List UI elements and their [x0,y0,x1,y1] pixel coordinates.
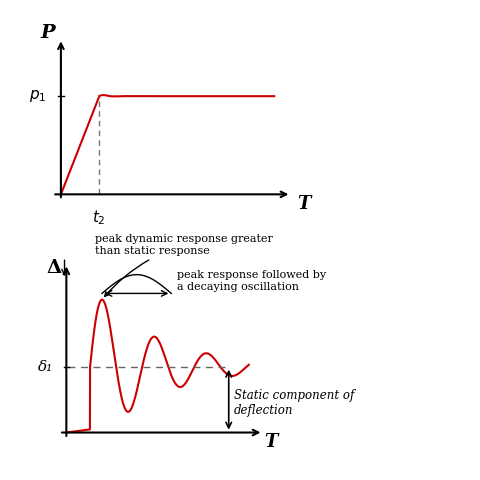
Text: Δ: Δ [46,259,61,277]
Text: $p_1$: $p_1$ [28,88,46,104]
Text: peak response followed by
a decaying oscillation: peak response followed by a decaying osc… [176,270,325,292]
Text: peak dynamic response greater
than static response: peak dynamic response greater than stati… [95,234,272,296]
Text: δ₁: δ₁ [38,360,53,374]
Text: T: T [264,433,277,451]
Text: Static component of
deflection: Static component of deflection [234,389,354,417]
Text: T: T [297,195,310,214]
Text: $t_2$: $t_2$ [92,209,106,228]
Text: P: P [41,24,55,42]
